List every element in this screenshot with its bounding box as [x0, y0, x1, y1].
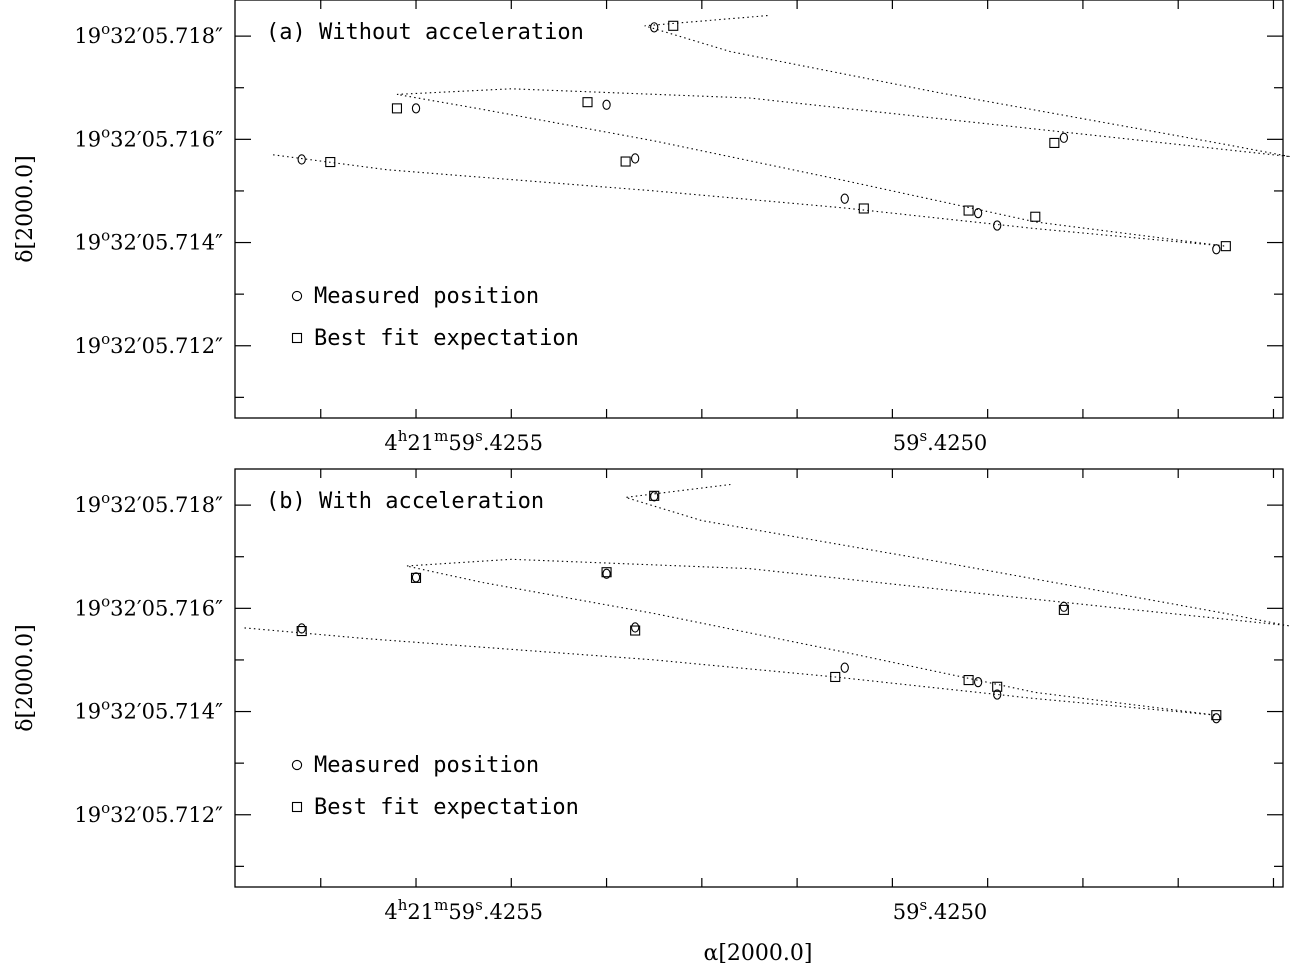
- measured-position-marker: [602, 568, 611, 579]
- y-tick-label: 19o32′05.712″: [74, 330, 223, 358]
- y-tick-label: 19o32′05.714″: [74, 227, 223, 255]
- x-tick-label: 4h21m59s.4255: [384, 427, 543, 455]
- legend-circle-icon: [291, 759, 303, 771]
- best-fit-marker: [668, 20, 679, 31]
- best-fit-marker: [620, 156, 631, 167]
- best-fit-marker: [649, 490, 660, 501]
- panel-label: (b) With acceleration: [266, 489, 544, 514]
- measured-position-marker: [411, 572, 421, 583]
- best-fit-marker: [963, 675, 974, 686]
- x-axis-label: α[2000.0]: [703, 941, 812, 966]
- y-tick-label: 19o32′05.716″: [74, 592, 223, 620]
- y-axis-label: δ[2000.0]: [13, 155, 38, 262]
- y-tick-label: 19o32′05.716″: [74, 123, 223, 151]
- model-trajectory: [244, 483, 1291, 716]
- best-fit-marker: [296, 625, 307, 637]
- best-fit-marker: [830, 671, 841, 683]
- panel-a-without-acceleration: 19o32′05.718″ 19o32′05.716″ 19o32′05.714″ 1…: [13, 0, 1291, 455]
- measured-position-marker: [297, 154, 306, 165]
- measured-position-marker: [973, 676, 983, 688]
- best-fit-marker: [1049, 137, 1060, 148]
- best-fit-marker: [1220, 241, 1231, 252]
- measured-position-marker: [993, 220, 1002, 231]
- plot-frame: [234, 0, 1284, 419]
- measured-position-marker: [1212, 244, 1221, 255]
- y-tick-label: 19o32′05.718″: [74, 20, 223, 48]
- legend-bestfit-label: Best fit expectation: [314, 326, 579, 351]
- measured-position-marker: [1059, 132, 1069, 143]
- y-tick-label: 19o32′05.714″: [74, 696, 223, 724]
- y-tick-label: 19o32′05.712″: [74, 799, 223, 827]
- best-fit-marker: [601, 567, 612, 578]
- best-fit-marker: [1030, 211, 1041, 222]
- legend-circle-icon: [291, 290, 303, 302]
- legend-measured-label: Measured position: [314, 753, 539, 778]
- best-fit-marker: [858, 203, 869, 214]
- measured-position-marker: [411, 103, 421, 114]
- measured-position-marker: [602, 99, 611, 110]
- y-tick-label: 19o32′05.718″: [74, 489, 223, 517]
- best-fit-marker: [963, 205, 974, 216]
- measured-position-marker: [973, 207, 983, 219]
- legend-measured-label: Measured position: [314, 284, 539, 309]
- best-fit-marker: [410, 572, 422, 583]
- measured-position-marker: [840, 193, 849, 204]
- measured-position-marker: [993, 689, 1002, 700]
- panel-b-with-acceleration: 19o32′05.718″ 19o32′05.716″ 19o32′05.714″ 1…: [13, 468, 1291, 924]
- measured-position-marker: [1059, 601, 1069, 612]
- y-axis-label: δ[2000.0]: [13, 624, 38, 731]
- measured-position-marker: [650, 22, 659, 33]
- measured-position-marker: [650, 491, 659, 502]
- best-fit-marker: [582, 97, 593, 108]
- best-fit-marker: [1211, 710, 1222, 721]
- best-fit-marker: [391, 103, 403, 114]
- plot-frame: [234, 468, 1284, 888]
- legend-square-icon: [291, 801, 303, 813]
- x-tick-label: 59s.4250: [893, 896, 988, 924]
- best-fit-marker: [1058, 604, 1069, 615]
- measured-position-marker: [630, 622, 640, 633]
- measured-position-marker: [840, 662, 849, 673]
- model-trajectory: [273, 14, 1291, 247]
- legend-square-icon: [291, 332, 303, 344]
- best-fit-marker: [630, 625, 641, 636]
- measured-position-marker: [630, 153, 640, 164]
- x-tick-label: 4h21m59s.4255: [384, 896, 543, 924]
- legend-bestfit-label: Best fit expectation: [314, 795, 579, 820]
- panel-label: (a) Without acceleration: [266, 20, 584, 45]
- measured-position-marker: [1212, 713, 1221, 724]
- measured-position-marker: [297, 623, 306, 634]
- best-fit-marker: [992, 681, 1003, 692]
- x-tick-label: 59s.4250: [893, 427, 988, 455]
- best-fit-marker: [325, 156, 336, 168]
